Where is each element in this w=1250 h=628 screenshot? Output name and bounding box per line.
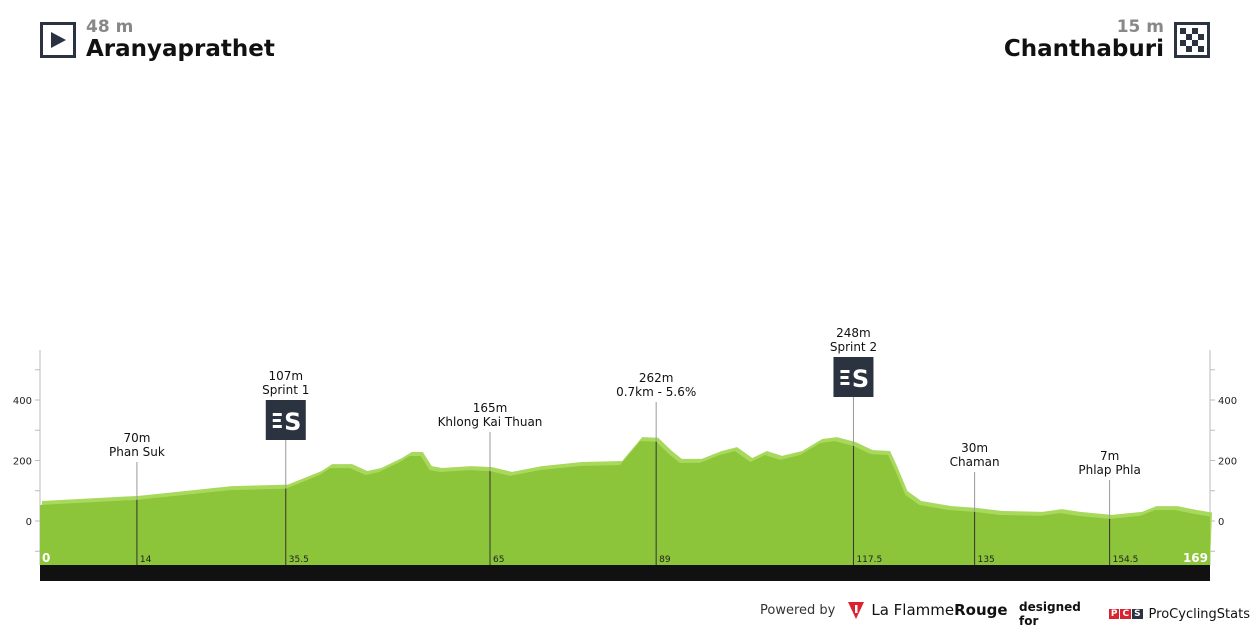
marker-name: Phlap Phla	[1078, 463, 1141, 477]
distance-end-label: 169	[1183, 551, 1208, 565]
marker-name: Sprint 1	[262, 383, 309, 397]
y-tick-label-left: 400	[13, 396, 32, 407]
finish-checkered-flag-icon	[1174, 22, 1210, 58]
sprint-icon-stripe	[840, 382, 850, 385]
marker-altitude: 70m	[123, 431, 150, 445]
y-tick-label-right: 400	[1218, 396, 1237, 407]
brand-la-flamme: La Flamme	[871, 601, 955, 619]
marker-name: Chaman	[950, 455, 1000, 469]
y-tick-label-left: 0	[26, 517, 32, 528]
marker-distance-label: 117.5	[856, 555, 882, 565]
powered-by: Powered by La FlammeRouge	[760, 600, 1008, 620]
finish-header: 15 m Chanthaburi	[1004, 18, 1210, 62]
marker-altitude: 107m	[268, 369, 303, 383]
marker-altitude: 165m	[473, 401, 508, 415]
marker-distance-label: 14	[140, 555, 152, 565]
start-altitude: 48 m	[86, 17, 134, 37]
pcs-logo-icon: P C S	[1108, 609, 1143, 619]
sprint-icon	[265, 400, 306, 440]
profile-area	[40, 441, 1210, 565]
sprint-icon	[833, 357, 874, 397]
sprint-icon-stripe	[272, 419, 281, 422]
pcs-letter: P	[1108, 609, 1120, 619]
y-tick-label-right: 200	[1218, 457, 1237, 468]
marker-altitude: 30m	[961, 441, 988, 455]
sprint-icon-stripe	[272, 413, 282, 416]
finish-altitude: 15 m	[1116, 17, 1164, 37]
pcs-letter: C	[1120, 609, 1132, 619]
marker-distance-label: 89	[659, 555, 671, 565]
sprint-icon-stripe	[840, 376, 849, 379]
marker-name: Sprint 2	[830, 340, 877, 354]
marker-distance-label: 154.5	[1113, 555, 1139, 565]
designed-for: designed for P C S ProCyclingStats	[1019, 600, 1250, 628]
sprint-icon-letter: S	[284, 408, 301, 436]
y-tick-label-left: 200	[13, 457, 32, 468]
marker-altitude: 248m	[836, 326, 871, 340]
pcs-name: ProCyclingStats	[1148, 606, 1250, 622]
finish-city: Chanthaburi	[1003, 36, 1164, 62]
pcs-letter: S	[1132, 609, 1143, 619]
marker-distance-label: 65	[493, 555, 504, 565]
marker-name: 0.7km - 5.6%	[616, 385, 696, 399]
start-header: 48 m Aranyaprathet	[40, 18, 275, 62]
sprint-icon-letter: S	[852, 365, 869, 393]
y-tick-label-right: 0	[1218, 517, 1224, 528]
sprint-icon-stripe	[840, 370, 850, 373]
marker-altitude: 7m	[1100, 449, 1119, 463]
start-city: Aranyaprathet	[86, 36, 275, 62]
brand-rouge: Rouge	[954, 601, 1008, 619]
base-bar	[40, 565, 1210, 581]
marker-distance-label: 35.5	[289, 555, 309, 565]
start-play-icon	[40, 22, 76, 58]
la-flamme-rouge-logo-icon	[848, 602, 865, 619]
powered-by-label: Powered by	[760, 602, 836, 618]
marker-distance-label: 135	[978, 555, 995, 565]
marker-name: Phan Suk	[109, 445, 165, 459]
distance-start-label: 0	[42, 551, 50, 565]
marker-name: Khlong Kai Thuan	[438, 415, 543, 429]
sprint-icon-stripe	[272, 425, 282, 428]
designed-for-label: designed for	[1019, 600, 1081, 628]
marker-altitude: 262m	[639, 371, 674, 385]
